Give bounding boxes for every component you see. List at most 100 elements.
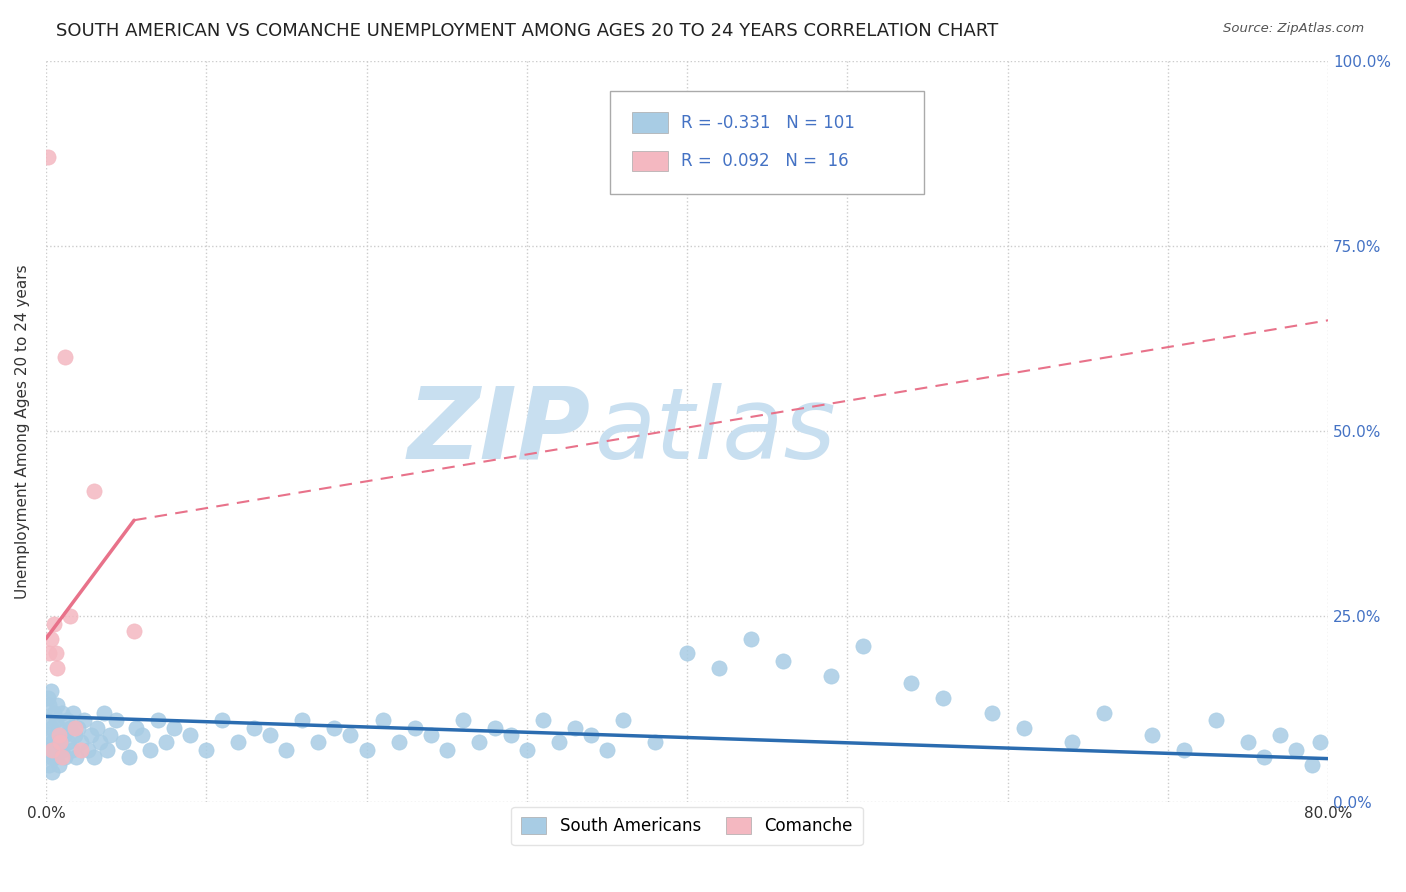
- Point: [139, 743, 162, 757]
- Point: [46, 661, 69, 675]
- Point: [451, 713, 474, 727]
- Point: [467, 735, 489, 749]
- Point: [1012, 721, 1035, 735]
- Point: [404, 721, 426, 735]
- FancyBboxPatch shape: [610, 91, 924, 194]
- Point: [83, 483, 105, 498]
- Point: [63, 721, 86, 735]
- Point: [118, 750, 141, 764]
- Point: [70, 743, 93, 757]
- Point: [707, 661, 730, 675]
- Point: [42, 743, 65, 757]
- Point: [51, 750, 73, 764]
- Point: [740, 632, 762, 646]
- Point: [41, 743, 63, 757]
- Point: [46, 728, 69, 742]
- Point: [1060, 735, 1083, 749]
- Point: [83, 750, 105, 764]
- Point: [56, 713, 79, 727]
- Point: [37, 713, 59, 727]
- Point: [41, 764, 63, 779]
- Point: [125, 721, 148, 735]
- Point: [38, 728, 60, 742]
- Point: [89, 735, 111, 749]
- Point: [60, 743, 83, 757]
- Point: [39, 721, 62, 735]
- Point: [52, 728, 75, 742]
- Point: [48, 728, 70, 742]
- Point: [499, 728, 522, 742]
- Point: [820, 669, 842, 683]
- Point: [38, 757, 60, 772]
- Point: [105, 713, 128, 727]
- Y-axis label: Unemployment Among Ages 20 to 24 years: Unemployment Among Ages 20 to 24 years: [15, 264, 30, 599]
- Point: [436, 743, 458, 757]
- Point: [1268, 728, 1291, 742]
- Point: [111, 735, 134, 749]
- Point: [387, 735, 409, 749]
- Point: [122, 624, 145, 639]
- Text: Source: ZipAtlas.com: Source: ZipAtlas.com: [1223, 22, 1364, 36]
- Point: [323, 721, 346, 735]
- Point: [46, 698, 69, 713]
- Text: atlas: atlas: [595, 383, 837, 480]
- Legend: South Americans, Comanche: South Americans, Comanche: [512, 807, 863, 845]
- Point: [211, 713, 233, 727]
- Point: [66, 721, 89, 735]
- Point: [37, 690, 59, 705]
- Text: R =  0.092   N =  16: R = 0.092 N = 16: [681, 153, 848, 170]
- Point: [179, 728, 201, 742]
- Bar: [631, 112, 668, 133]
- Point: [146, 713, 169, 727]
- Point: [51, 706, 73, 720]
- Point: [1140, 728, 1163, 742]
- Point: [53, 351, 76, 365]
- Point: [1301, 757, 1323, 772]
- Point: [58, 735, 80, 749]
- Point: [852, 639, 875, 653]
- Point: [98, 728, 121, 742]
- Point: [51, 743, 73, 757]
- Point: [644, 735, 666, 749]
- Point: [93, 706, 115, 720]
- Point: [45, 713, 67, 727]
- Point: [531, 713, 554, 727]
- Point: [65, 750, 87, 764]
- Point: [38, 698, 60, 713]
- Point: [484, 721, 506, 735]
- Point: [195, 743, 218, 757]
- Point: [371, 713, 394, 727]
- Point: [37, 743, 59, 757]
- Point: [980, 706, 1002, 720]
- Point: [419, 728, 441, 742]
- Point: [1237, 735, 1260, 749]
- Point: [63, 728, 86, 742]
- Point: [76, 743, 98, 757]
- Point: [163, 721, 186, 735]
- Point: [49, 735, 72, 749]
- Point: [80, 728, 103, 742]
- Point: [96, 743, 118, 757]
- Point: [596, 743, 619, 757]
- Point: [49, 735, 72, 749]
- Point: [564, 721, 586, 735]
- Point: [243, 721, 266, 735]
- Point: [259, 728, 281, 742]
- Point: [1253, 750, 1275, 764]
- Point: [547, 735, 569, 749]
- Point: [86, 721, 108, 735]
- Point: [356, 743, 378, 757]
- Point: [42, 616, 65, 631]
- Point: [45, 750, 67, 764]
- Point: [155, 735, 177, 749]
- Bar: [631, 151, 668, 171]
- Point: [1205, 713, 1227, 727]
- Point: [1173, 743, 1195, 757]
- Point: [900, 676, 922, 690]
- Point: [612, 713, 634, 727]
- Point: [73, 713, 96, 727]
- Point: [1092, 706, 1115, 720]
- Point: [39, 750, 62, 764]
- Point: [772, 654, 794, 668]
- Point: [62, 706, 84, 720]
